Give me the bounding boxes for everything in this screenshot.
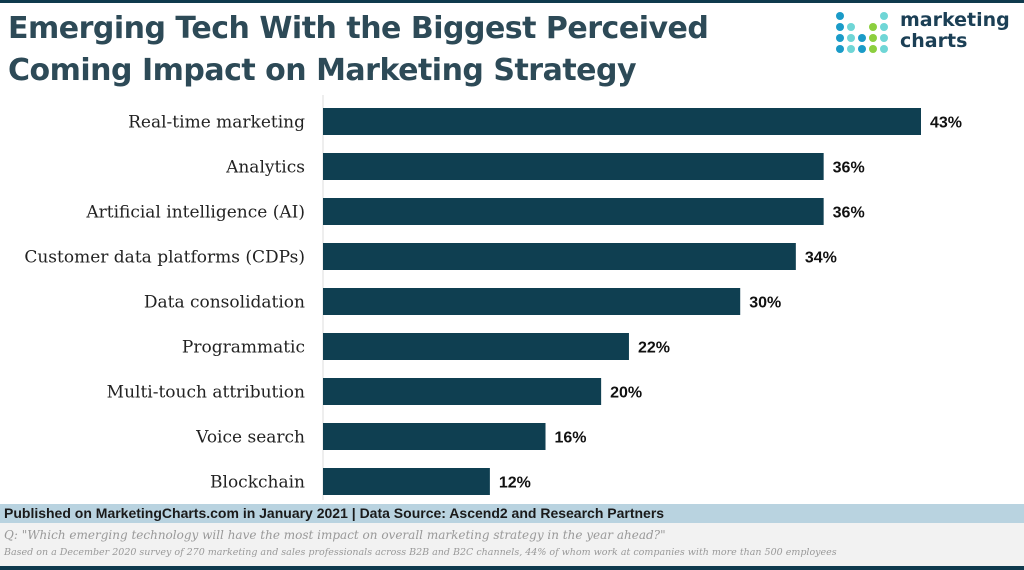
category-label: Voice search [195,428,305,448]
survey-note: Based on a December 2020 survey of 270 m… [4,547,837,558]
published-source: Published on MarketingCharts.com in Janu… [0,504,1024,523]
data-label: 43% [930,115,962,132]
category-label: Analytics [225,158,305,178]
data-label: 34% [805,250,837,267]
data-label: 12% [499,475,531,492]
logo-dots-icon [836,12,888,53]
top-border [0,0,1024,3]
bar-8 [323,468,490,495]
footer-notes: Q: "Which emerging technology will have … [0,523,1024,567]
survey-question: Q: "Which emerging technology will have … [4,528,666,542]
bar-7 [323,423,546,450]
data-label: 16% [555,430,587,447]
data-label: 20% [610,385,642,402]
marketingcharts-logo: marketing charts [834,10,1024,60]
data-label: 36% [833,160,865,177]
category-label: Data consolidation [144,293,305,313]
category-label: Programmatic [182,338,305,358]
bar-6 [323,378,602,405]
logo-text-2: charts [900,30,968,52]
bottom-border [0,566,1024,570]
bar-4 [323,288,741,315]
bar-0 [323,108,921,135]
category-label: Artificial intelligence (AI) [85,203,305,223]
data-label: 36% [833,205,865,222]
bar-1 [323,153,824,180]
bar-chart: Real-time marketing 43% Analytics 36% Artifi… [24,95,962,500]
category-label: Blockchain [210,473,305,493]
data-label: 22% [638,340,670,357]
category-label: Real-time marketing [128,113,305,133]
chart-title: Emerging Tech With the Biggest Perceived… [8,11,709,88]
bar-3 [323,243,796,270]
category-label: Multi-touch attribution [107,383,305,403]
logo-text-1: marketing [900,9,1010,31]
bar-2 [323,198,824,225]
data-label: 30% [749,295,781,312]
bar-5 [323,333,629,360]
category-label: Customer data platforms (CDPs) [24,248,305,268]
